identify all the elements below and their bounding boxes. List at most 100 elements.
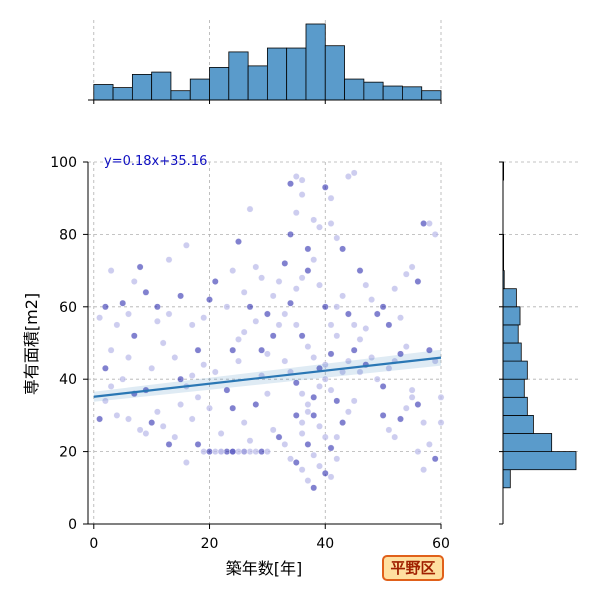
scatter-point [263, 448, 271, 455]
scatter-point [420, 220, 427, 227]
scatter-point [119, 299, 127, 307]
scatter-point [235, 238, 242, 246]
top-hist-bar [93, 84, 114, 101]
top-hist-bar [402, 86, 423, 101]
scatter-point [304, 477, 312, 484]
scatter-point [310, 484, 318, 492]
scatter-point [304, 245, 312, 253]
scatter-point [252, 448, 260, 455]
top-hist-bar [209, 67, 230, 101]
scatter-point [281, 259, 289, 267]
scatter-point [142, 288, 150, 296]
x-tick-label: 40 [316, 536, 334, 552]
scatter-point [287, 180, 294, 188]
scatter-point [408, 393, 416, 401]
scatter-points [96, 169, 445, 492]
scatter-point [292, 379, 300, 387]
scatter-point [229, 448, 237, 455]
scatter-point [385, 426, 393, 434]
scatter-point [177, 401, 185, 408]
scatter-point [258, 448, 265, 455]
scatter-point [310, 393, 318, 401]
scatter-plot: 0 20 40 60 0 20 40 60 80 100 [50, 155, 450, 552]
scatter-point [292, 321, 300, 329]
scatter-point [321, 433, 329, 441]
scatter-point [275, 278, 283, 285]
scatter-point [153, 408, 161, 416]
scatter-point [425, 220, 433, 227]
district-badge: 平野区 [382, 555, 444, 581]
scatter-point [304, 343, 312, 350]
scatter-point [240, 419, 248, 426]
right-hist-bar [502, 324, 519, 344]
scatter-point [321, 469, 329, 477]
right-hist-bar [502, 451, 577, 471]
scatter-point [246, 205, 254, 213]
scatter-point [327, 350, 335, 358]
right-histogram [499, 161, 580, 525]
scatter-point [316, 422, 323, 430]
scatter-point [414, 401, 422, 408]
scatter-point [402, 270, 410, 278]
y-tick-label: 60 [59, 300, 77, 316]
top-hist-bar [421, 90, 442, 101]
scatter-point [281, 310, 289, 318]
scatter-point [333, 332, 341, 340]
scatter-point [136, 426, 144, 434]
top-hist-bar [266, 47, 288, 101]
scatter-point [397, 314, 404, 322]
scatter-point [316, 281, 323, 289]
scatter-point [217, 430, 225, 437]
scatter-point [379, 382, 387, 390]
scatter-point [379, 303, 387, 311]
scatter-point [304, 401, 312, 408]
scatter-point [304, 267, 312, 274]
top-hist-bar [131, 74, 153, 101]
scatter-point [194, 346, 202, 354]
scatter-point [102, 364, 109, 372]
scatter-point [119, 375, 127, 383]
scatter-point [130, 278, 138, 285]
scatter-point [165, 256, 173, 264]
scatter-point [148, 419, 156, 426]
scatter-point [321, 183, 329, 191]
scatter-point [327, 473, 335, 481]
scatter-point [125, 415, 132, 423]
scatter-point [130, 332, 138, 340]
scatter-point [316, 462, 323, 470]
scatter-point [304, 408, 312, 416]
top-hist-bar [151, 71, 172, 101]
scatter-point [142, 430, 150, 437]
y-axis-title: 専有面積[m2] [22, 293, 41, 395]
scatter-point [385, 364, 393, 372]
scatter-point [339, 292, 346, 300]
scatter-point [316, 382, 323, 390]
scatter-point [148, 364, 156, 372]
scatter-point [379, 411, 387, 419]
scatter-point [339, 419, 346, 426]
scatter-point [368, 296, 375, 303]
trend-line [93, 356, 442, 398]
scatter-point [333, 234, 341, 242]
scatter-point [304, 440, 312, 448]
top-hist-bar [363, 81, 384, 101]
scatter-point [298, 176, 306, 184]
scatter-point [350, 321, 358, 329]
scatter-point [321, 361, 329, 369]
scatter-point [263, 350, 271, 358]
scatter-point [165, 440, 173, 448]
scatter-point [246, 437, 254, 445]
scatter-point [344, 310, 352, 318]
scatter-point [425, 346, 433, 354]
scatter-point [102, 303, 109, 311]
scatter-point [223, 448, 231, 455]
scatter-point [182, 459, 190, 466]
right-hist-bar [502, 433, 553, 453]
scatter-point [344, 173, 352, 180]
scatter-point [182, 241, 190, 249]
scatter-point [188, 415, 196, 423]
x-tick-label: 60 [432, 536, 450, 552]
y-tick-label: 0 [68, 517, 77, 533]
top-hist-bar [324, 45, 345, 101]
